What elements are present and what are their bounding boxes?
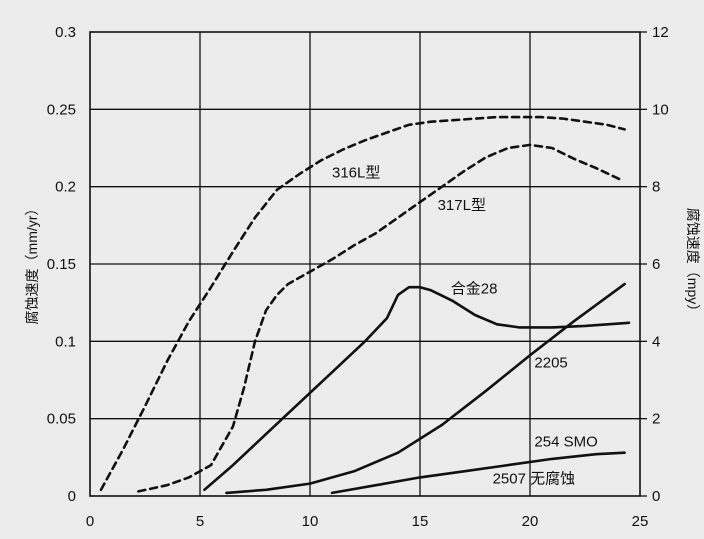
x-tick-label: 5 — [196, 513, 204, 530]
y2-tick-label: 12 — [652, 24, 669, 41]
series-label: 316L型 — [332, 164, 380, 181]
y-tick-label: 0.25 — [47, 101, 76, 118]
y-tick-label: 0.1 — [55, 333, 76, 350]
y-tick-label: 0 — [68, 488, 76, 505]
x-tick-label: 10 — [302, 513, 319, 530]
y2-tick-label: 8 — [652, 179, 660, 196]
y2-tick-label: 2 — [652, 411, 660, 428]
y2-tick-label: 10 — [652, 101, 669, 118]
series-label: 317L型 — [438, 197, 486, 214]
y-tick-label: 0.15 — [47, 256, 76, 273]
y2-tick-label: 0 — [652, 488, 660, 505]
series-label: 合金28 — [451, 280, 498, 297]
series-label: 2507 无腐蚀 — [493, 470, 576, 488]
y-axis-left-title: 腐蚀速度（mm/yr） — [24, 202, 40, 325]
series-line-合金28 — [203, 285, 631, 492]
series-line-2205 — [225, 282, 626, 495]
y2-tick-label: 6 — [652, 256, 660, 273]
y-tick-label: 0.2 — [55, 179, 76, 196]
y-tick-label: 0.3 — [55, 24, 76, 41]
series-line-254-smo — [330, 451, 626, 495]
y-axis-right-title: 腐蚀速度（mpy） — [685, 208, 701, 318]
series-label: 254 SMO — [534, 434, 597, 451]
y2-tick-label: 4 — [652, 333, 660, 350]
y-tick-label: 0.05 — [47, 411, 76, 428]
x-tick-label: 20 — [522, 513, 539, 530]
series-line-316l型 — [99, 115, 626, 492]
series-line-317l型 — [137, 143, 624, 493]
series-label: 2205 — [534, 355, 567, 372]
series-group — [99, 115, 631, 495]
tick-labels: 0 5 10 15 20 2500.050.10.150.20.250.302468101… — [47, 24, 669, 530]
x-tick-label: 0 — [86, 513, 94, 530]
x-tick-label: 15 — [412, 513, 429, 530]
x-tick-label: 25 — [632, 513, 649, 530]
